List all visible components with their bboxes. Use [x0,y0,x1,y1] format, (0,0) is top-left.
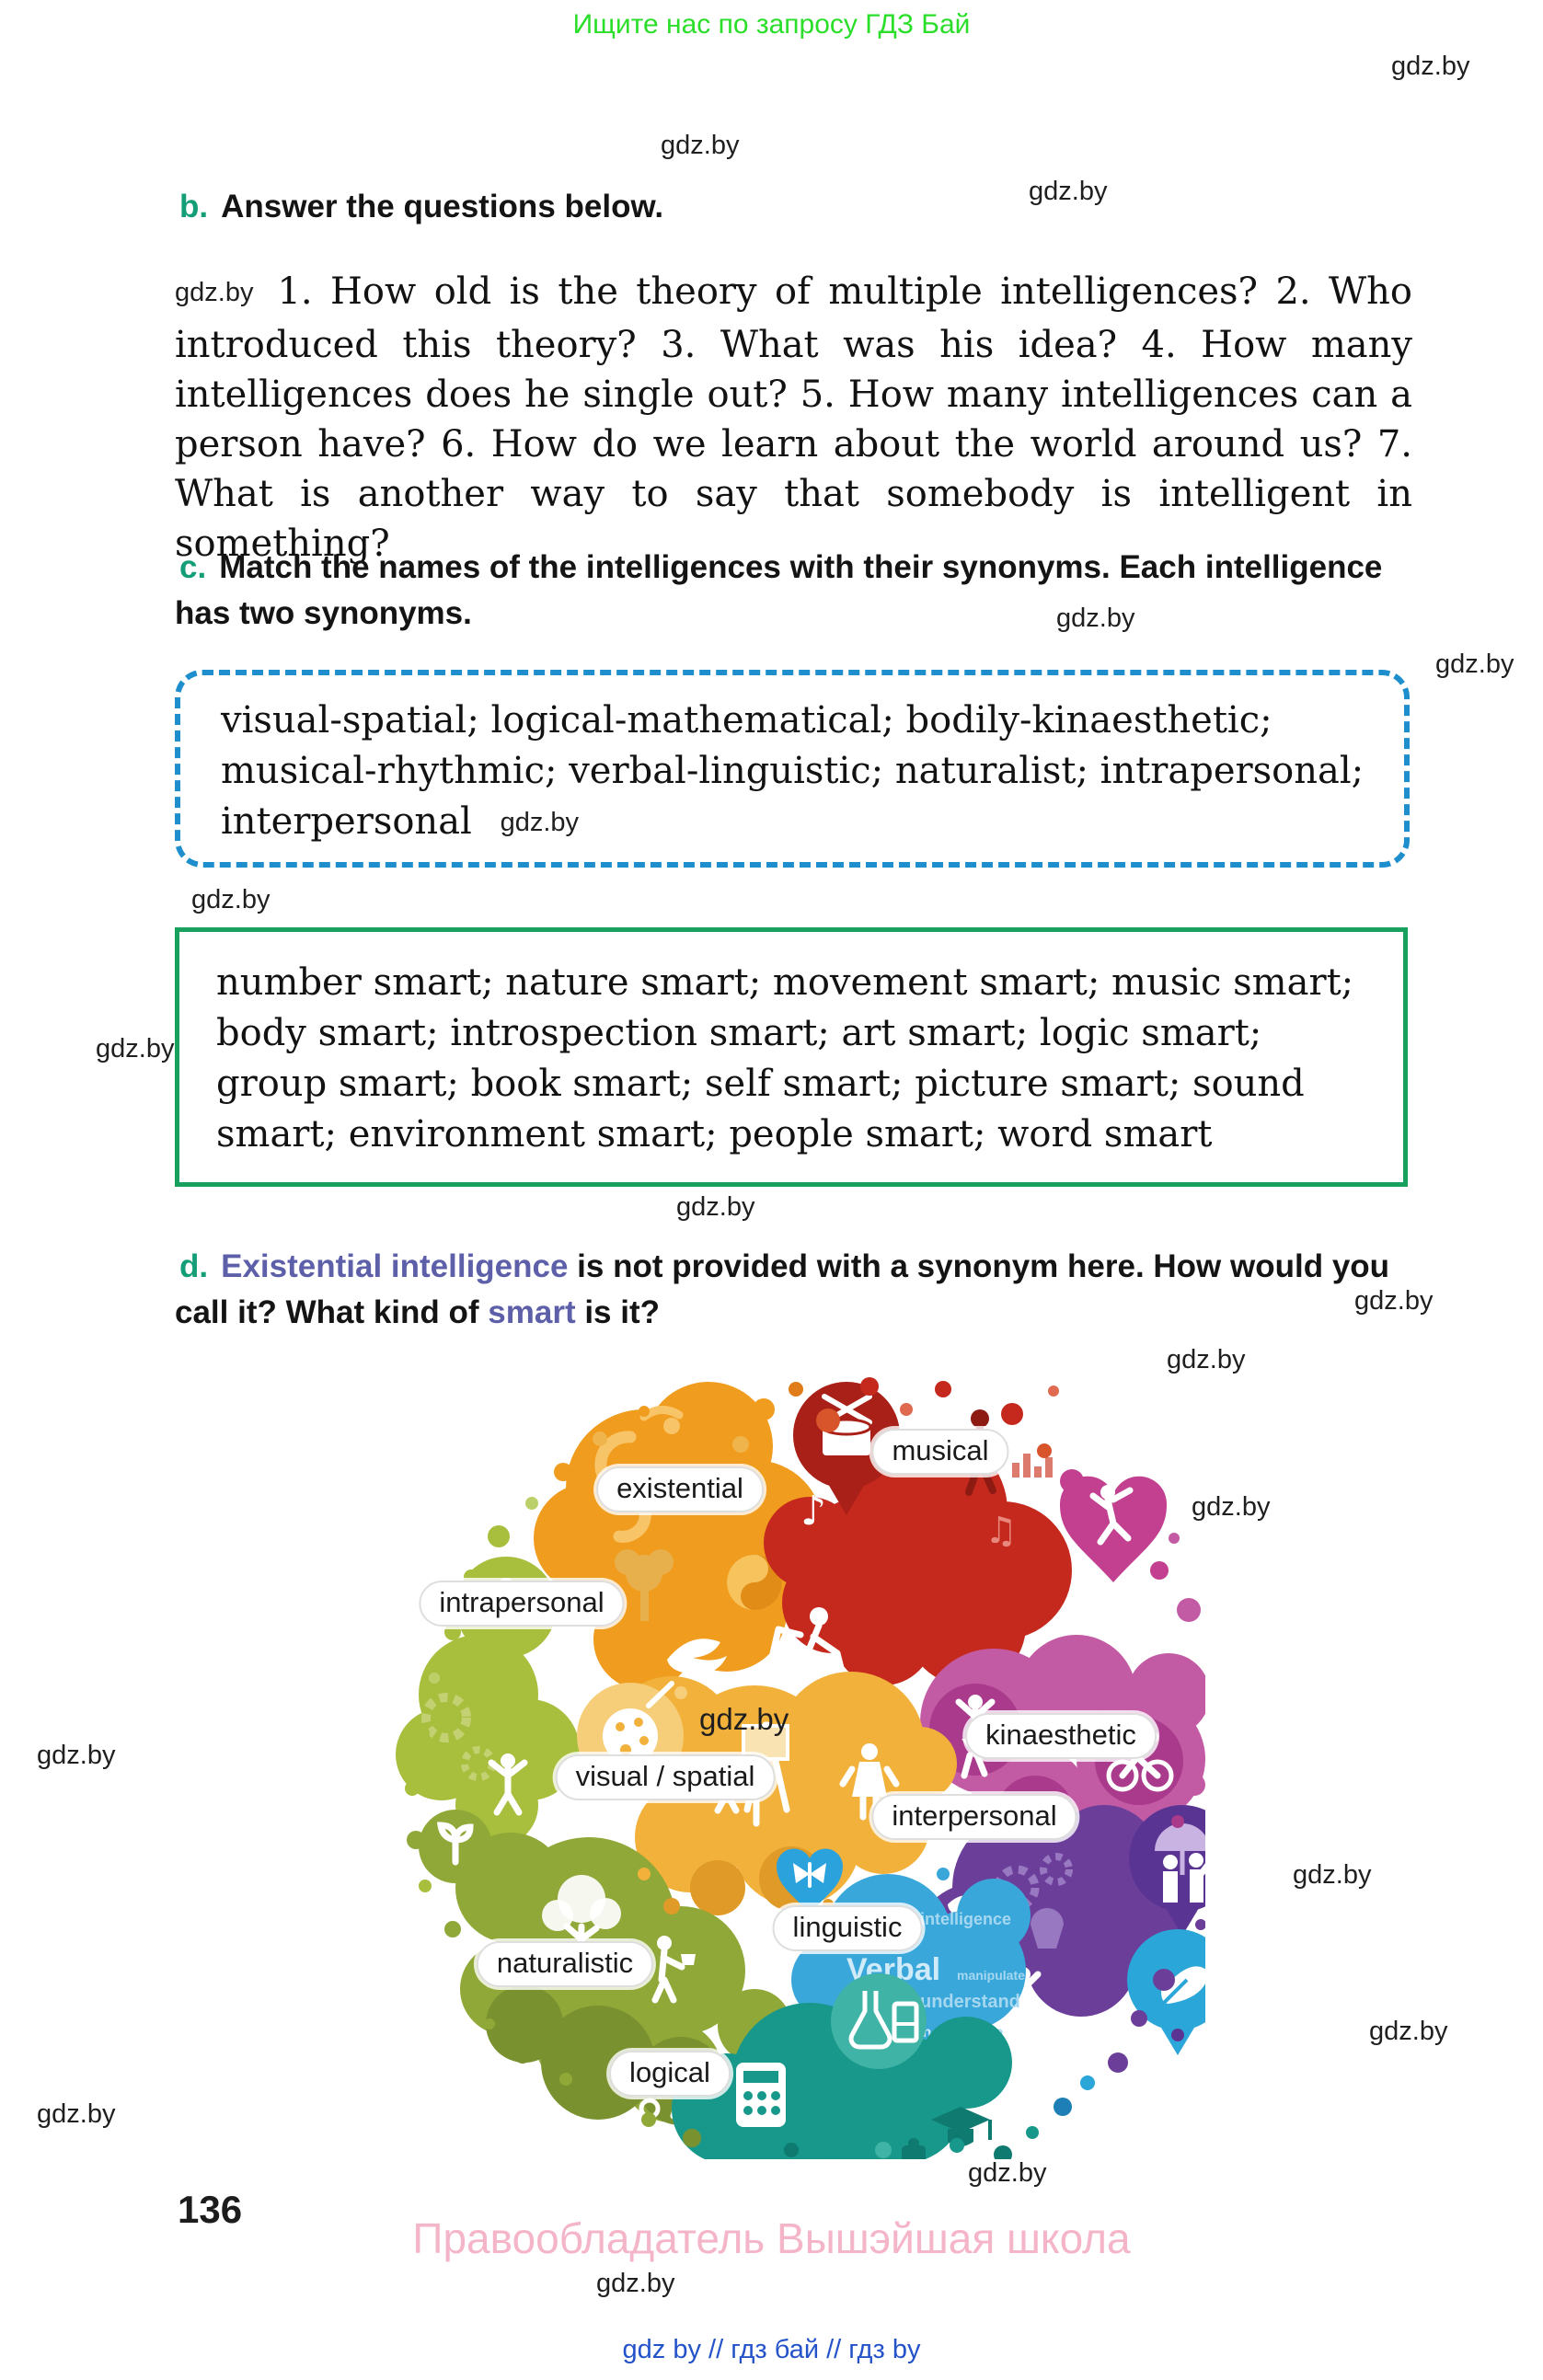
task-d-letter: d. [179,1248,209,1284]
task-b-heading: b. Answer the questions below. [179,184,1431,230]
gdz-watermark: gdz.by [1029,177,1108,206]
word-cloud-term: intelligence [920,1910,1011,1928]
gdz-watermark: gdz.by [191,885,271,914]
decorative-dots [405,1377,1205,2159]
gdz-watermark: gdz.by [1369,2017,1448,2046]
dove-icon [667,1638,727,1674]
gardener-icon [651,1936,696,2004]
top-banner: Ищите нас по запросу ГДЗ Бай [572,9,971,40]
diagram-label-logical: logical [609,2051,731,2097]
task-d-heading: d. Existential intelligence is not provid… [175,1244,1431,1335]
task-c-title: Match the names of the intelligences wit… [175,549,1383,631]
gdz-watermark: gdz.by [1192,1492,1271,1522]
intelligences-diagram: ♪ ♫ [368,1336,1205,2159]
task-d-text-end: is it? [575,1293,661,1330]
synonyms-box: number smart; nature smart; movement sma… [175,927,1408,1187]
gdz-watermark: gdz.by [37,1741,116,1770]
diagram-label-naturalistic: naturalistic [476,1941,654,1987]
gdz-watermark: gdz.by [96,1034,175,1064]
equalizer-icon [1012,1454,1053,1477]
word-cloud-term: manipulate [957,1968,1025,1983]
gdz-watermark: gdz.by [1391,52,1470,81]
task-b-title: Answer the questions below. [221,189,664,224]
calculator-icon [736,2063,786,2127]
task-d-smart-word: smart [488,1293,576,1330]
gdz-watermark: gdz.by [1056,604,1135,633]
drum-pin-icon [793,1382,900,1515]
gdz-watermark: gdz.by [1354,1286,1434,1316]
names-box-text: visual-spatial; logical-mathematical; bo… [221,699,1365,843]
diagram-label-musical: musical [871,1429,1009,1475]
climber-pin-icon [1059,1476,1168,1582]
diagram-label-intrapersonal: intrapersonal [419,1581,625,1627]
diagram-label-interpersonal: interpersonal [871,1794,1077,1840]
task-c-heading: c. Match the names of the intelligences w… [175,545,1422,636]
diagram-label-visual-spatial: visual / spatial [555,1754,776,1800]
gdz-watermark: gdz.by [1167,1345,1246,1374]
purple-gears-icon [994,1853,1073,1949]
questions-text: 1. How old is the theory of multiple int… [175,270,1412,565]
gdz-watermark: gdz.by [1293,1860,1372,1890]
beakers-icon [831,1973,927,2069]
skier-icon [766,1607,848,1686]
task-b-questions: gdz.by 1. How old is the theory of multip… [175,267,1412,569]
task-d-colored-phrase: Existential intelligence [221,1248,569,1284]
music-notes-icon: ♪ ♫ [800,1488,1018,1552]
intelligence-names-box: visual-spatial; logical-mathematical; bo… [175,670,1410,868]
sprout-icon [436,1822,474,1866]
svg-text:♪: ♪ [800,1488,826,1535]
copyright-line: Правообладатель Вышэйшая школа [412,2214,1131,2262]
puzzle-piece-icon [902,2138,926,2159]
task-b-letter: b. [179,189,209,224]
tree-small-icon [615,1549,674,1621]
quill-pin-icon [1127,1929,1205,2055]
gdz-watermark: gdz.by [37,2099,116,2129]
page-number: 136 [178,2188,243,2231]
synonyms-box-text: number smart; nature smart; movement sma… [216,961,1354,1156]
gdz-watermark: gdz.by [1435,650,1514,679]
svg-text:♫: ♫ [985,1510,1018,1552]
gdz-watermark: gdz.by [676,1192,755,1222]
diagram-label-linguistic: linguistic [772,1905,923,1951]
gdz-watermark: gdz.by [661,131,740,160]
word-cloud-term: understand [920,1992,1020,2012]
gdz-watermark: gdz.by [175,278,254,307]
open-arms-person-icon [488,1753,528,1816]
diagram-label-kinaesthetic: kinaesthetic [965,1713,1157,1759]
footer-links[interactable]: gdz by // гдз бай // гдз by [622,2335,921,2364]
gdz-watermark: gdz.by [596,2269,675,2298]
gdz-watermark: gdz.by [968,2158,1047,2188]
gdz-watermark: gdz.by [699,1702,789,1736]
butterfly-heart-icon [777,1848,843,1914]
task-c-letter: c. [179,549,207,585]
gdz-watermark: gdz.by [500,808,580,837]
task-d-text-mid: is not provided with a synonym here. How… [175,1248,1390,1330]
diagram-label-existential: existential [596,1466,764,1512]
umbrella-couple-pin-icon [1129,1805,1205,1936]
